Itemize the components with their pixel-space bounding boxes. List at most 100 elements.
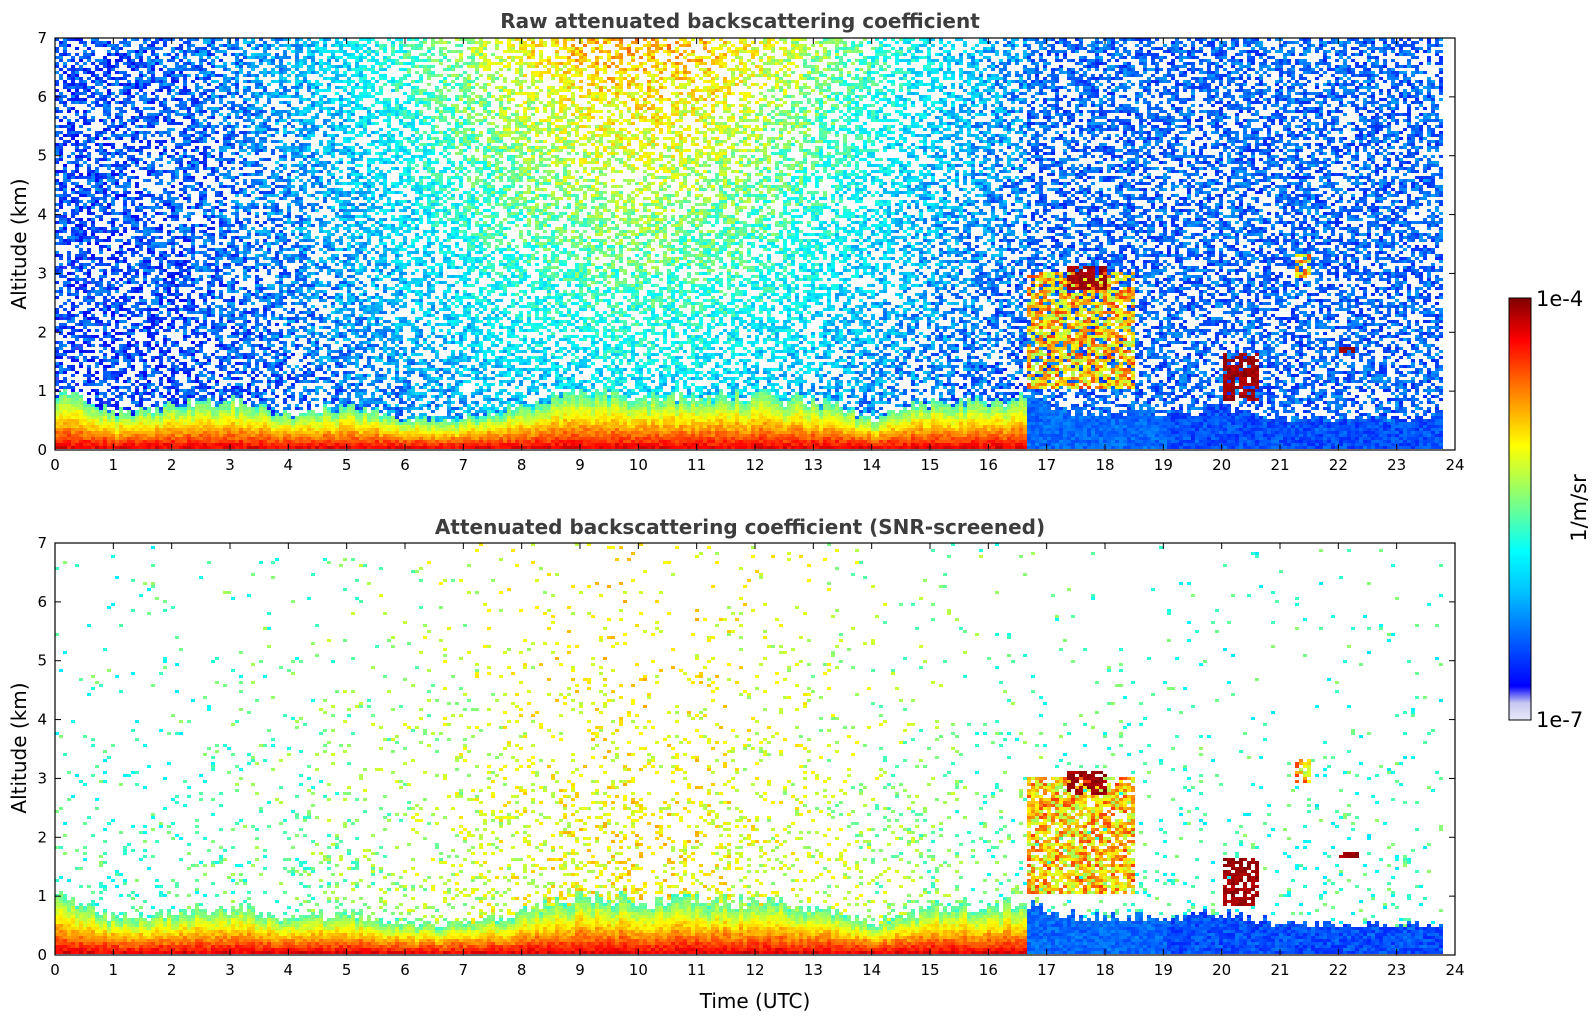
heatmap-cell	[127, 221, 131, 224]
heatmap-cell	[151, 413, 155, 416]
heatmap-cell	[127, 311, 131, 314]
heatmap-cell	[191, 257, 195, 260]
heatmap-cell	[67, 218, 71, 221]
heatmap-cell	[115, 389, 119, 392]
heatmap-cell	[159, 206, 163, 209]
heatmap-cell	[263, 374, 267, 377]
heatmap-cell	[103, 368, 107, 371]
heatmap-cell	[135, 263, 139, 266]
heatmap-cell	[75, 95, 79, 98]
heatmap-cell	[183, 101, 187, 104]
heatmap-cell	[127, 353, 131, 356]
heatmap-cell	[199, 431, 203, 434]
heatmap-cell	[59, 197, 63, 200]
heatmap-cell	[247, 296, 251, 299]
heatmap-cell	[219, 311, 223, 314]
heatmap-cell	[247, 41, 251, 44]
heatmap-cell	[135, 92, 139, 95]
heatmap-cell	[155, 257, 159, 260]
heatmap-cell	[63, 164, 67, 167]
heatmap-cell	[147, 314, 151, 317]
heatmap-cell	[227, 218, 231, 221]
heatmap-cell	[103, 59, 107, 62]
heatmap-cell	[187, 167, 191, 170]
heatmap-cell	[191, 290, 195, 293]
heatmap-cell	[155, 176, 159, 179]
heatmap-cell	[251, 425, 255, 428]
heatmap-cell	[83, 359, 87, 362]
heatmap-cell	[175, 92, 179, 95]
heatmap-cell	[91, 389, 95, 392]
heatmap-cell	[159, 158, 163, 161]
heatmap-cell	[267, 380, 271, 383]
heatmap-cell	[123, 293, 127, 296]
heatmap-cell	[267, 44, 271, 47]
heatmap-cell	[91, 53, 95, 56]
heatmap-cell	[147, 413, 151, 416]
heatmap-cell	[175, 212, 179, 215]
heatmap-cell	[147, 248, 151, 251]
heatmap-cell	[83, 161, 87, 164]
heatmap-cell	[191, 353, 195, 356]
heatmap-cell	[255, 407, 259, 410]
heatmap-cell	[147, 164, 151, 167]
panel1-title: Raw attenuated backscattering coefficien…	[500, 9, 980, 33]
heatmap-cell	[119, 125, 123, 128]
heatmap-cell	[219, 185, 223, 188]
heatmap-cell	[87, 227, 91, 230]
heatmap-cell	[147, 140, 151, 143]
heatmap-cell	[179, 263, 183, 266]
heatmap-cell	[147, 266, 151, 269]
heatmap-cell	[83, 254, 87, 257]
heatmap-cell	[83, 53, 87, 56]
heatmap-cell	[239, 287, 243, 290]
heatmap-cell	[87, 410, 91, 413]
heatmap-cell	[135, 281, 139, 284]
heatmap-cell	[111, 377, 115, 380]
heatmap-cell	[219, 146, 223, 149]
heatmap-cell	[127, 248, 131, 251]
heatmap-cell	[127, 179, 131, 182]
heatmap-cell	[247, 362, 251, 365]
heatmap-cell	[107, 164, 111, 167]
heatmap-cell	[267, 257, 271, 260]
heatmap-cell	[223, 446, 227, 449]
heatmap-cell	[235, 377, 239, 380]
heatmap-cell	[171, 278, 175, 281]
heatmap-cell	[207, 293, 211, 296]
heatmap-cell	[79, 152, 83, 155]
heatmap-cell	[87, 401, 91, 404]
heatmap-cell	[87, 206, 91, 209]
heatmap-cell	[147, 107, 151, 110]
heatmap-cell	[183, 233, 187, 236]
heatmap-cell	[263, 326, 267, 329]
heatmap-cell	[187, 68, 191, 71]
heatmap-cell	[123, 371, 127, 374]
heatmap-cell	[119, 173, 123, 176]
heatmap-cell	[259, 44, 263, 47]
heatmap-cell	[63, 239, 67, 242]
heatmap-cell	[171, 98, 175, 101]
heatmap-cell	[267, 245, 271, 248]
heatmap-cell	[199, 203, 203, 206]
heatmap-cell	[243, 389, 247, 392]
heatmap-cell	[203, 341, 207, 344]
heatmap-cell	[255, 239, 259, 242]
heatmap-cell	[183, 401, 187, 404]
heatmap-cell	[219, 290, 223, 293]
heatmap-cell	[263, 299, 267, 302]
heatmap-cell	[235, 281, 239, 284]
heatmap-cell	[79, 440, 83, 443]
heatmap-cell	[79, 284, 83, 287]
heatmap-cell	[227, 359, 231, 362]
heatmap-cell	[183, 104, 187, 107]
heatmap-cell	[155, 434, 159, 437]
heatmap-cell	[171, 236, 175, 239]
heatmap-cell	[247, 419, 251, 422]
heatmap-cell	[123, 215, 127, 218]
heatmap-cell	[211, 416, 215, 419]
heatmap-cell	[103, 437, 107, 440]
heatmap-cell	[187, 389, 191, 392]
heatmap-cell	[191, 158, 195, 161]
heatmap-cell	[183, 410, 187, 413]
